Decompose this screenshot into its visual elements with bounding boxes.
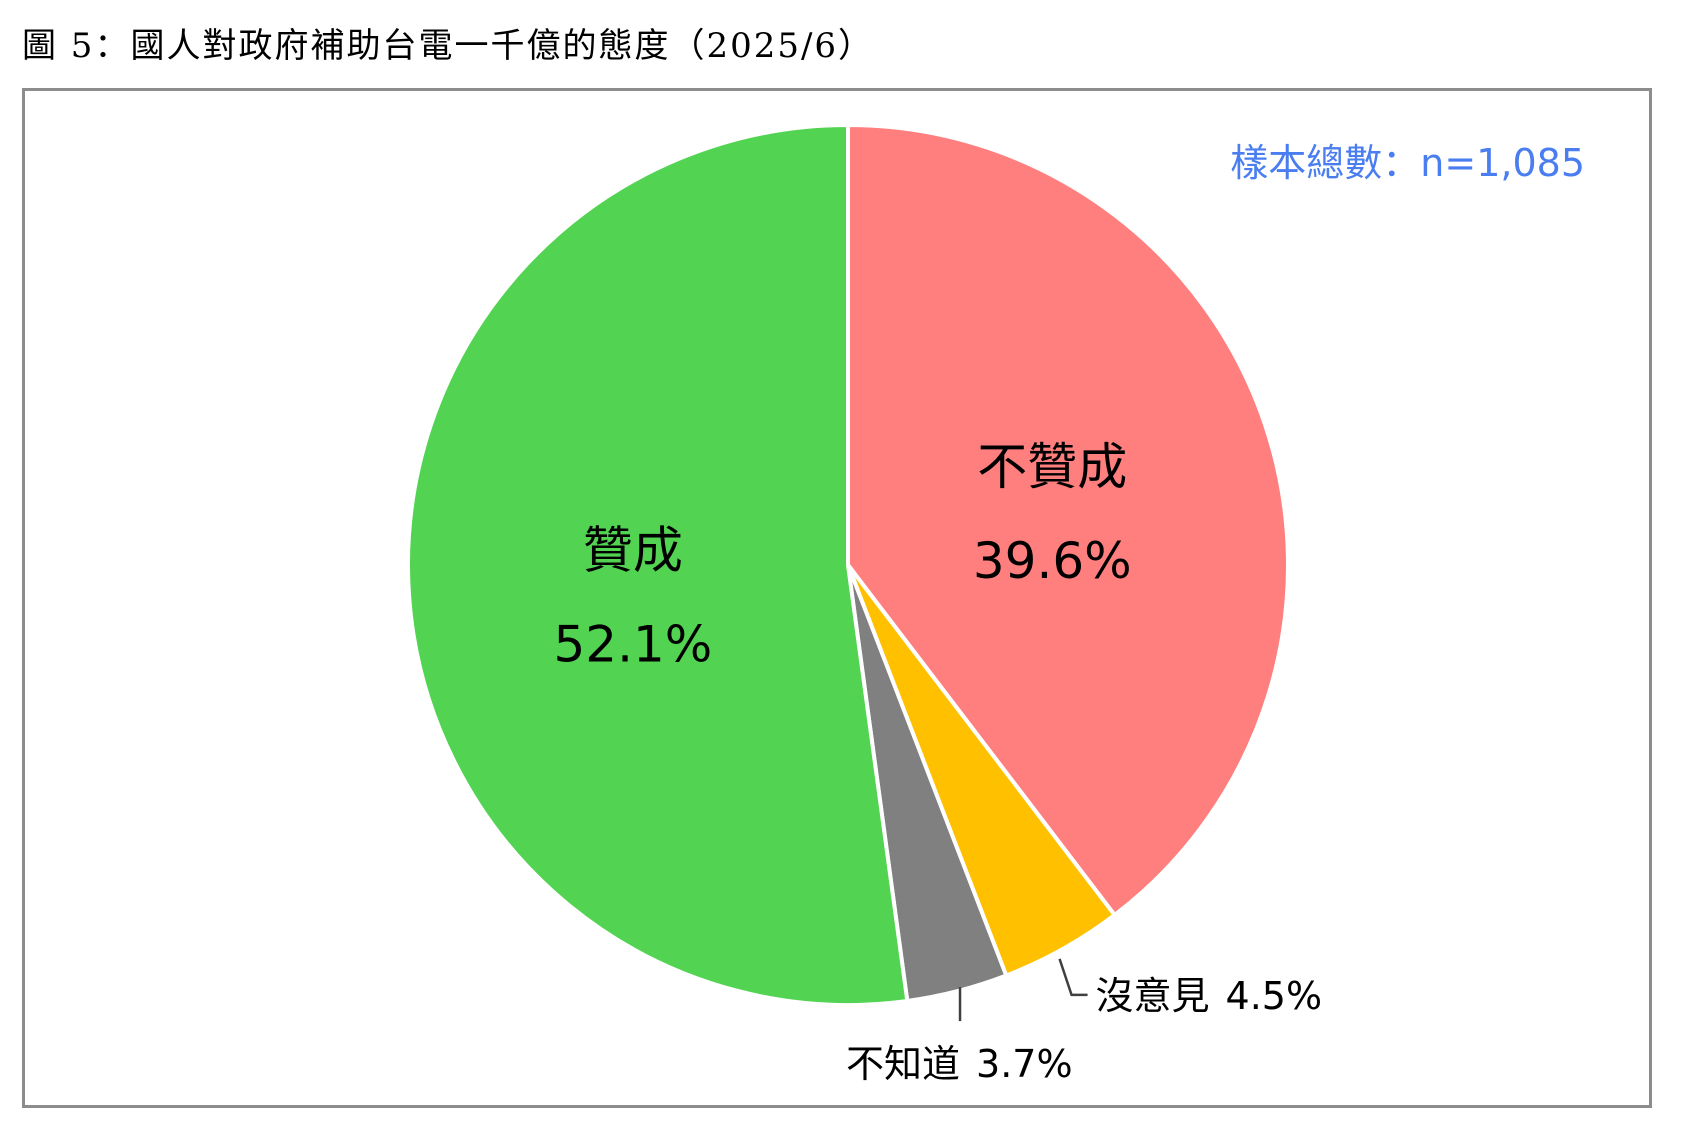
slice-value-disapprove: 39.6% [973,532,1132,590]
leader-line-no-opinion [1058,958,1088,997]
slice-value-dont-know: 3.7% [976,1042,1073,1086]
slice-value-approve: 52.1% [553,616,712,674]
slice-value-no-opinion: 4.5% [1226,974,1323,1018]
sample-size-note: 樣本總數：n=1,085 [1230,141,1585,185]
pie-slice-disapprove [846,123,1290,918]
pie-slices [405,123,1290,1007]
slice-label-approve: 贊成 [583,522,683,580]
slice-label-no-opinion: 沒意見 [1096,974,1210,1018]
slice-label-disapprove: 不贊成 [977,438,1127,496]
leader-lines [958,958,1088,1022]
chart-frame [22,88,1652,1108]
slice-label-dont-know: 不知道 [846,1042,960,1086]
slice-labels: 不贊成 39.6% 贊成 52.1% 沒意見 4.5% 不知道 3.7% [553,438,1322,1086]
pie-slice-approve [405,123,910,1007]
figure-title: 圖 5：國人對政府補助台電一千億的態度（2025/6） [22,26,875,66]
